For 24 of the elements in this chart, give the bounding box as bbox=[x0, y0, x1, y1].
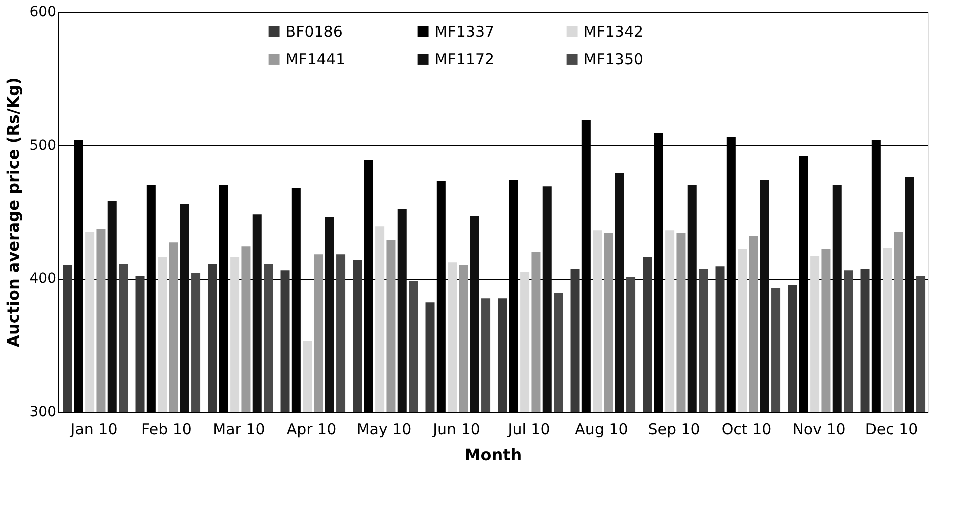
y-tick-label: 500 bbox=[30, 138, 56, 154]
x-tick-label: Jun 10 bbox=[432, 420, 480, 438]
x-tick-label: Oct 10 bbox=[722, 420, 772, 438]
x-tick-label: Jan 10 bbox=[70, 420, 118, 438]
legend-label: BF0186 bbox=[286, 22, 343, 41]
x-tick-label: Sep 10 bbox=[648, 420, 700, 438]
legend-label: MF1350 bbox=[584, 50, 644, 68]
x-tick-label: Jul 10 bbox=[507, 420, 550, 438]
x-tick-label: Nov 10 bbox=[792, 420, 846, 438]
y-tick-label: 300 bbox=[30, 404, 56, 420]
x-axis-title: Month bbox=[464, 446, 522, 464]
x-tick-label: Feb 10 bbox=[142, 420, 192, 438]
x-tick-label: Apr 10 bbox=[286, 420, 337, 438]
x-tick-label: May 10 bbox=[356, 420, 412, 438]
x-tick-label: Dec 10 bbox=[865, 420, 918, 438]
y-axis-title: Auction average price (Rs/Kg) bbox=[4, 78, 23, 348]
legend-label: MF1172 bbox=[434, 50, 495, 68]
x-tick-label: Mar 10 bbox=[213, 420, 266, 438]
y-tick-label: 600 bbox=[30, 4, 56, 20]
y-tick-label: 400 bbox=[30, 271, 56, 288]
x-tick-label: Aug 10 bbox=[575, 420, 628, 438]
legend-label: MF1441 bbox=[286, 50, 346, 68]
legend-label: MF1337 bbox=[434, 22, 495, 41]
legend-label: MF1342 bbox=[584, 22, 644, 41]
